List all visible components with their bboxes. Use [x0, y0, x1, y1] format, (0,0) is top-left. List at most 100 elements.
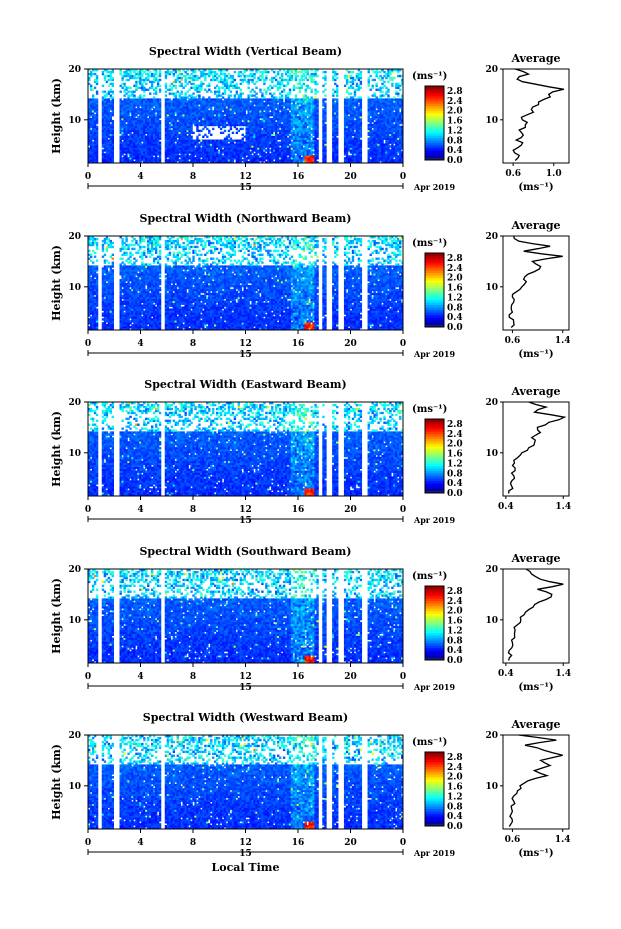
heatmap-cell [267, 114, 270, 117]
heatmap-cell [210, 112, 213, 115]
heatmap-cell [292, 125, 296, 129]
heatmap-cell [298, 159, 302, 162]
heatmap-cell [198, 139, 201, 142]
heatmap-cell [247, 123, 250, 127]
heatmap-cell [137, 153, 140, 156]
heatmap-cell [194, 78, 197, 82]
heatmap-cell [170, 151, 174, 154]
heatmap-cell [214, 104, 217, 107]
heatmap-cell [280, 147, 284, 150]
heatmap-cell [223, 151, 227, 154]
heatmap-cell [101, 151, 105, 154]
heatmap-cell [253, 112, 256, 115]
heatmap-cell [91, 143, 95, 146]
heatmap-cell [255, 112, 258, 115]
heatmap-cell [200, 117, 203, 121]
heatmap-cell [158, 98, 162, 101]
heatmap-cell [149, 112, 152, 115]
heatmap-cell [261, 76, 264, 80]
heatmap-cell [210, 117, 213, 121]
heatmap-cell [93, 147, 97, 150]
heatmap-cell [251, 131, 254, 135]
heatmap-cell [151, 151, 154, 154]
heatmap-cell [135, 86, 138, 89]
heatmap-cell [131, 129, 134, 133]
heatmap-cell [178, 102, 181, 105]
heatmap-cell [103, 114, 107, 117]
heatmap-cell [178, 145, 181, 148]
heatmap-cell [194, 117, 197, 121]
heatmap-cell [103, 141, 107, 144]
heatmap-cell [184, 139, 187, 142]
heatmap-cell [186, 139, 189, 142]
heatmap-cell [253, 76, 256, 80]
heatmap-cell [194, 86, 197, 89]
heatmap-cell [147, 119, 150, 123]
heatmap-cell [282, 161, 286, 164]
heatmap-cell [278, 114, 282, 117]
heatmap-cell [176, 114, 179, 117]
heatmap-cell [225, 78, 229, 82]
heatmap-cell [257, 135, 260, 138]
heatmap-cell [253, 117, 256, 121]
heatmap-cell [192, 100, 195, 103]
heatmap-cell [214, 157, 217, 160]
heatmap-cell [152, 102, 156, 105]
heatmap-cell [214, 106, 217, 109]
heatmap-cell [143, 129, 146, 133]
heatmap-cell [251, 125, 254, 129]
heatmap-cell [265, 106, 268, 109]
heatmap-cell [245, 143, 248, 146]
heatmap-cell [174, 151, 177, 154]
heatmap-cell [107, 78, 111, 82]
heatmap-cell [227, 106, 231, 109]
heatmap-cell [158, 90, 162, 93]
heatmap-cell [88, 100, 91, 103]
heatmap-cell [91, 119, 95, 123]
heatmap-cell [221, 131, 225, 135]
heatmap-cell [227, 145, 231, 148]
heatmap-cell [227, 153, 231, 156]
heatmap-cell [221, 141, 225, 144]
heatmap-cell [196, 147, 199, 150]
panel-title: Spectral Width (Vertical Beam) [149, 45, 342, 58]
heatmap-cell [188, 104, 191, 107]
heatmap-cell [229, 74, 233, 78]
heatmap-cell [263, 121, 266, 125]
heatmap-cell [176, 100, 179, 103]
heatmap-cell [233, 100, 237, 103]
heatmap-cell [223, 80, 227, 84]
heatmap-cell [172, 100, 176, 103]
heatmap-cell [182, 149, 185, 152]
heatmap-cell [292, 86, 296, 89]
heatmap-cell [292, 149, 296, 152]
heatmap-cell [147, 106, 150, 109]
heatmap-cell [151, 100, 154, 103]
heatmap-cell [249, 121, 252, 125]
heatmap-cell [239, 141, 242, 144]
heatmap-cell [217, 141, 221, 144]
heatmap-cell [294, 112, 298, 115]
heatmap-cell [263, 137, 266, 140]
heatmap-cell [219, 143, 223, 146]
heatmap-cell [139, 151, 142, 154]
heatmap-cell [101, 149, 105, 152]
heatmap-cell [129, 100, 132, 103]
heatmap-cell [103, 145, 107, 148]
heatmap-cell [180, 90, 183, 93]
heatmap-cell [229, 80, 233, 84]
heatmap-cell [89, 143, 93, 146]
heatmap-cell [158, 157, 162, 160]
heatmap-cell [255, 157, 258, 160]
heatmap-cell [249, 78, 252, 82]
heatmap-cell [225, 84, 229, 88]
heatmap-cell [294, 98, 298, 101]
heatmap-cell [101, 141, 105, 144]
heatmap-cell [214, 153, 217, 156]
heatmap-cell [174, 119, 177, 123]
heatmap-cell [190, 123, 193, 127]
heatmap-cell [251, 88, 254, 91]
heatmap-cell [182, 116, 185, 119]
heatmap-cell [194, 69, 197, 72]
heatmap-cell [151, 129, 154, 133]
